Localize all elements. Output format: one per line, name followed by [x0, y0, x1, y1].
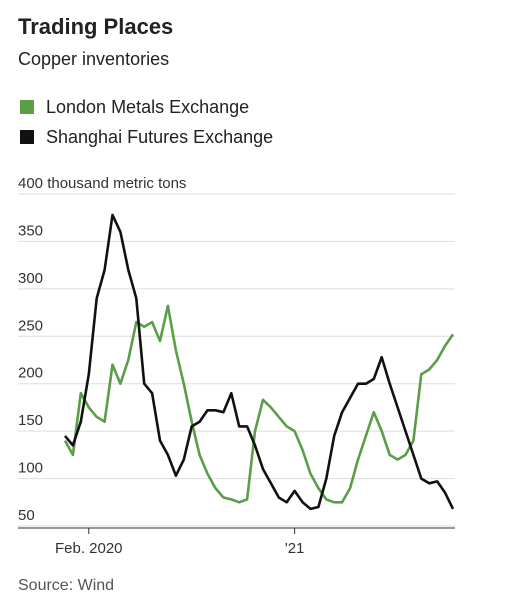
chart-title: Trading Places — [18, 14, 173, 39]
legend-label: Shanghai Futures Exchange — [46, 127, 273, 147]
series-line — [63, 304, 455, 504]
series-line — [64, 213, 455, 511]
source: Source: Wind — [18, 577, 114, 594]
y-tick-label: 350 — [18, 222, 43, 239]
legend-swatch — [20, 100, 34, 114]
x-tick-label: Feb. 2020 — [55, 540, 123, 557]
y-tick-label: 50 — [18, 507, 35, 524]
y-tick-label: 400 thousand metric tons — [18, 175, 186, 192]
y-tick-label: 250 — [18, 317, 43, 334]
x-tick-label: '21 — [285, 540, 305, 557]
y-tick-label: 100 — [18, 460, 43, 477]
legend-swatch — [20, 130, 34, 144]
y-tick-label: 200 — [18, 365, 43, 382]
y-tick-label: 150 — [18, 412, 43, 429]
legend-label: London Metals Exchange — [46, 97, 249, 117]
y-tick-label: 300 — [18, 270, 43, 287]
chart-subtitle: Copper inventories — [18, 49, 169, 69]
